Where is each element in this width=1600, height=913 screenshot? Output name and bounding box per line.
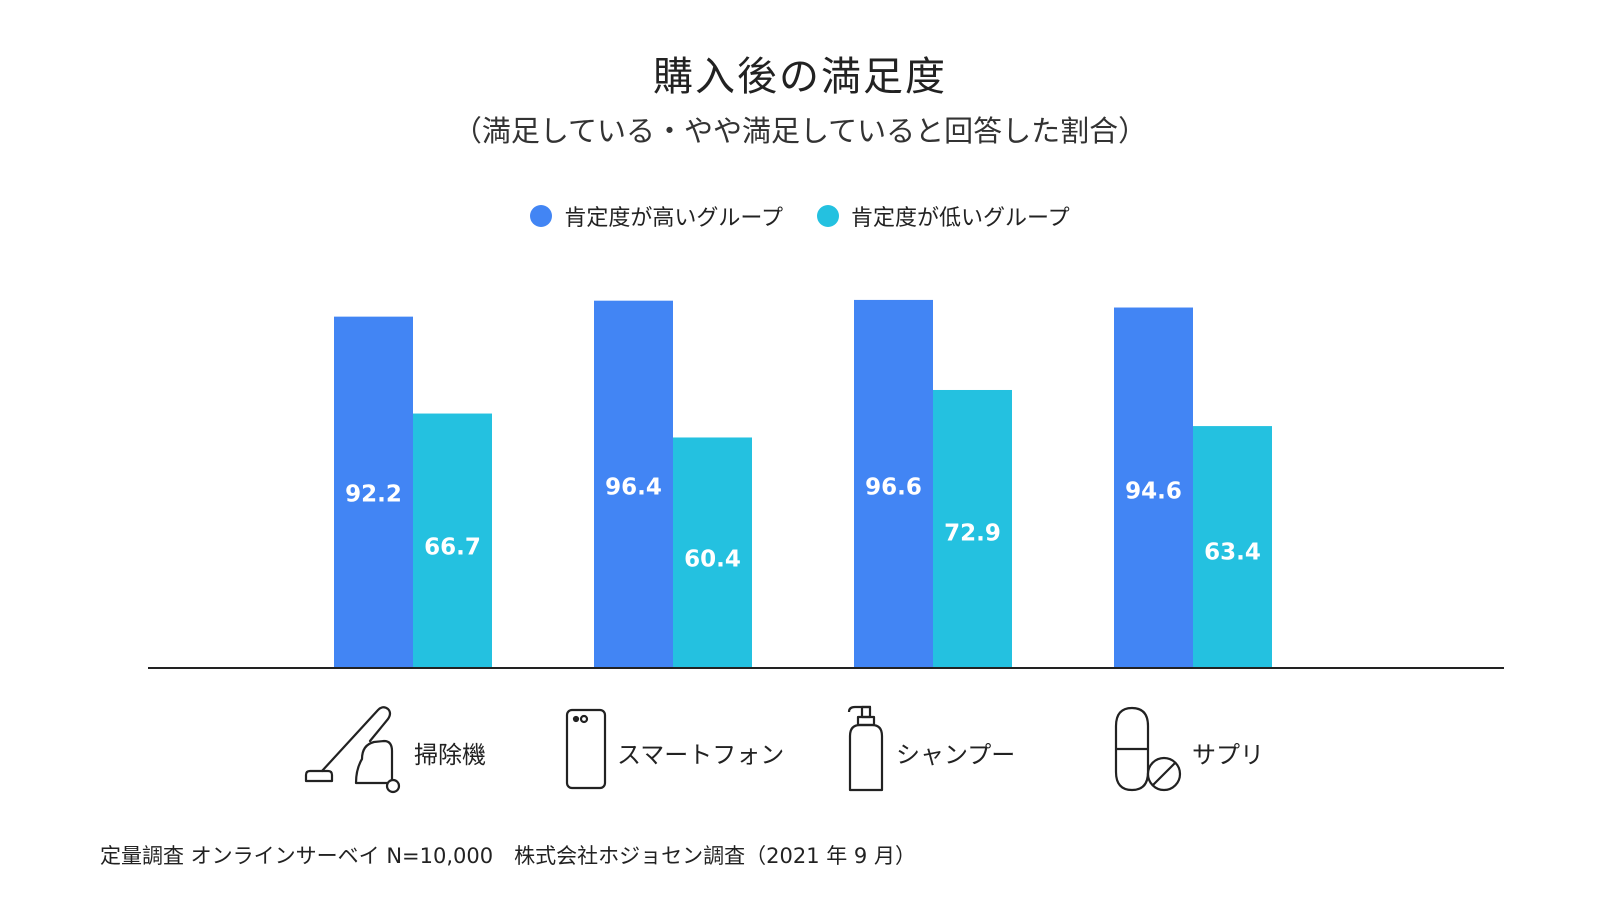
legend-label-high: 肯定度が高いグループ: [564, 206, 783, 231]
bar-low-1: [673, 437, 752, 667]
bar-low-2: [933, 389, 1012, 667]
bar-value-label-high-1: 96.4: [605, 475, 662, 501]
vacuum-cleaner-icon: [304, 706, 401, 794]
bar-value-label-high-0: 92.2: [345, 482, 402, 508]
bar-high-2: [854, 299, 933, 667]
supplement-pills-icon: [1114, 706, 1182, 792]
bar-value-label-high-2: 96.6: [865, 475, 922, 501]
bar-value-label-low-2: 72.9: [944, 521, 1001, 547]
legend: 肯定度が高いグループ 肯定度が低いグループ: [0, 200, 1600, 232]
bar-high-1: [594, 300, 673, 667]
category-label-1: スマートフォン: [617, 741, 785, 769]
bar-high-3: [1114, 307, 1193, 667]
legend-item-low: 肯定度が低いグループ: [817, 200, 1070, 232]
smartphone-icon: [565, 708, 607, 790]
category-label-0: 掃除機: [414, 741, 486, 769]
legend-item-high: 肯定度が高いグループ: [530, 200, 783, 232]
legend-swatch-high: [530, 205, 553, 227]
bars-group: 92.2 66.7 96.4 60.4 96.6 72.9 94.6 63.4: [334, 299, 1272, 667]
chart-title: 購入後の満足度: [653, 54, 947, 100]
bar-high-0: [334, 316, 413, 667]
bar-value-label-high-3: 94.6: [1125, 479, 1182, 505]
shampoo-bottle-icon: [847, 705, 884, 792]
category-label-3: サプリ: [1192, 741, 1264, 769]
bar-value-label-low-0: 66.7: [424, 535, 481, 561]
footer-note: 定量調査 オンラインサーベイ N=10,000 株式会社ホジョセン調査（2021…: [100, 844, 916, 868]
category-label-2: シャンプー: [896, 741, 1016, 769]
bar-value-label-low-3: 63.4: [1204, 540, 1261, 566]
legend-label-low: 肯定度が低いグループ: [851, 206, 1070, 231]
chart-subtitle: （満足している・やや満足していると回答した割合）: [452, 114, 1148, 148]
legend-swatch-low: [817, 205, 839, 227]
bar-value-label-low-1: 60.4: [684, 547, 741, 573]
bar-low-0: [413, 413, 492, 667]
bar-low-3: [1193, 426, 1272, 667]
